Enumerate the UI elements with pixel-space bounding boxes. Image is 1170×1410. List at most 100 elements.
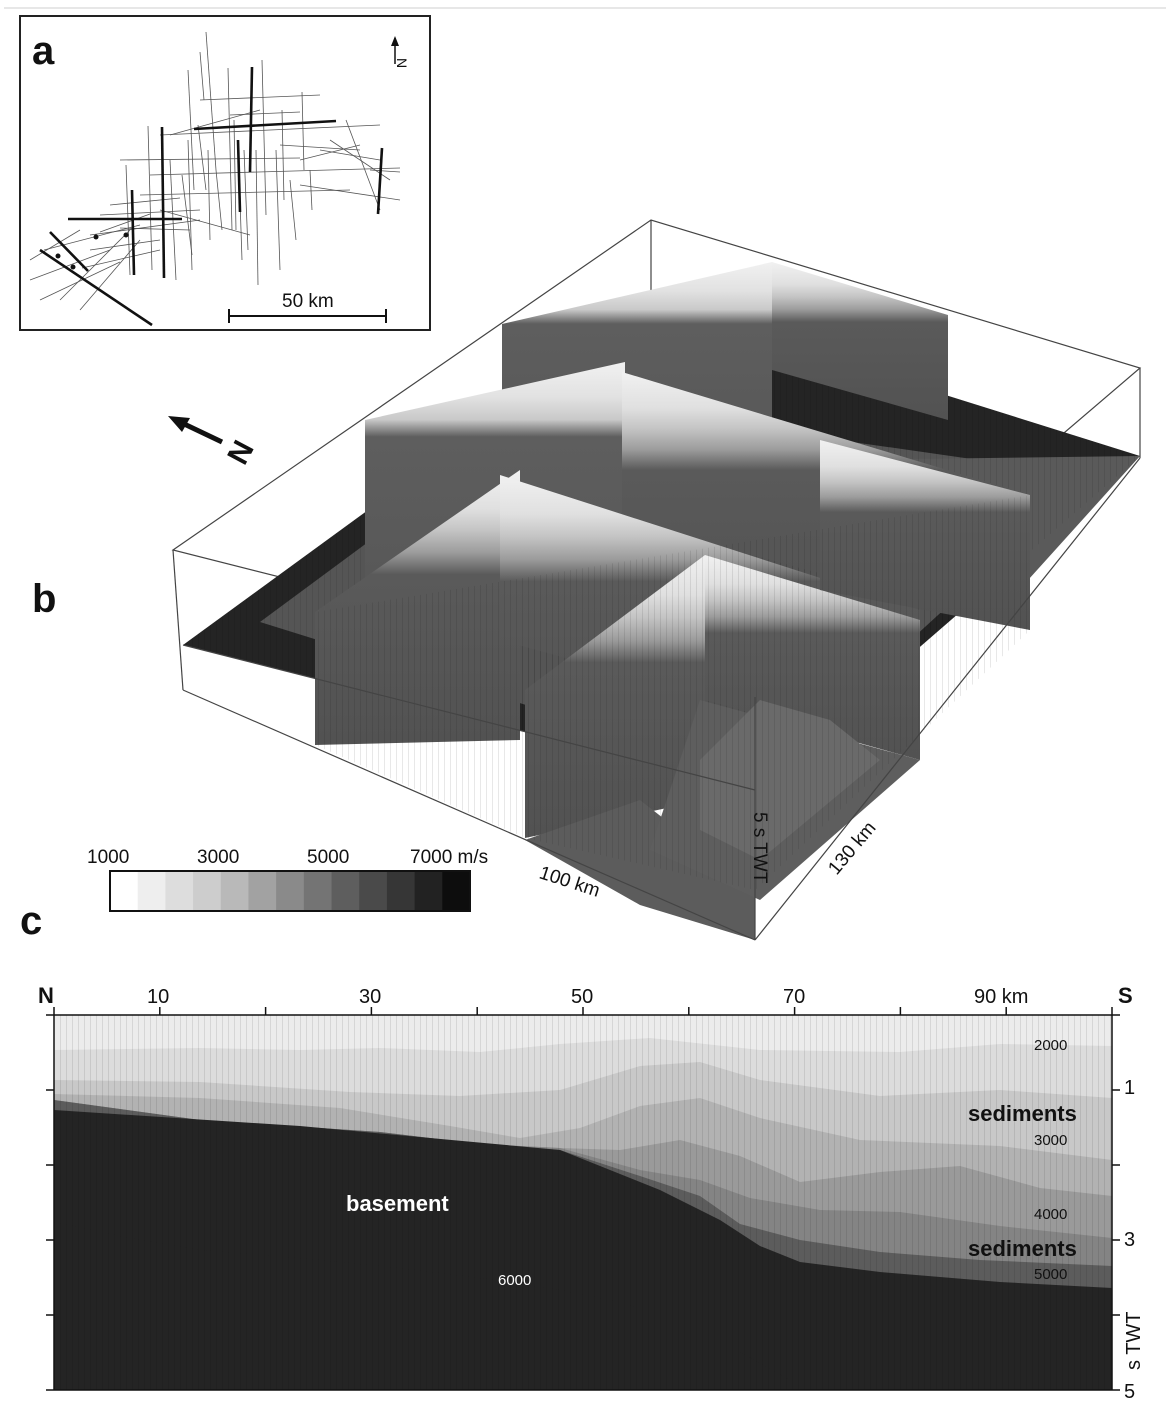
survey-line — [301, 91, 305, 171]
survey-line — [149, 167, 401, 176]
scale-bar-label: 50 km — [282, 291, 334, 312]
velocity-color-legend: 1000 3000 5000 7000 m/s — [87, 847, 488, 912]
survey-line — [309, 169, 313, 211]
survey-line — [255, 149, 259, 286]
survey-line — [229, 111, 301, 116]
x-tick-30: 30 — [359, 986, 381, 1008]
panel-c-velocity-cross-section: c N S 10 30 50 70 90 km 1 3 5 s TWT 2 — [20, 899, 1145, 1403]
survey-line — [99, 209, 201, 216]
survey-line — [199, 94, 321, 101]
panel-b-north-label: N — [221, 435, 260, 470]
legend-swatch — [331, 871, 360, 911]
survey-line — [299, 144, 361, 161]
survey-line — [159, 209, 251, 236]
seismic-survey-lines — [29, 31, 401, 327]
survey-line — [197, 124, 207, 191]
legend-swatch — [442, 871, 471, 911]
survey-line — [207, 149, 211, 241]
survey-line — [159, 124, 381, 136]
y-tick-3: 3 — [1124, 1229, 1135, 1251]
label-v4000: 4000 — [1034, 1206, 1067, 1223]
x-tick-10: 10 — [147, 986, 169, 1008]
survey-line — [181, 174, 193, 256]
survey-line — [205, 31, 217, 171]
legend-tick-3000: 3000 — [197, 847, 239, 868]
label-basement: basement — [346, 1191, 449, 1216]
survey-line — [119, 157, 301, 161]
label-sediments-lower: sediments — [968, 1236, 1077, 1261]
legend-swatch — [303, 871, 333, 911]
label-v2000: 2000 — [1034, 1037, 1067, 1054]
survey-line-highlighted — [236, 139, 242, 213]
legend-tick-5000: 5000 — [307, 847, 349, 868]
section-north-end-label: N — [38, 983, 54, 1008]
survey-line — [89, 219, 201, 236]
survey-line — [261, 59, 267, 216]
survey-point — [123, 232, 129, 238]
label-v6000: 6000 — [498, 1272, 531, 1289]
legend-swatch — [137, 871, 166, 911]
survey-line — [275, 149, 281, 271]
survey-line — [345, 119, 381, 211]
legend-swatch — [414, 871, 443, 911]
survey-point — [93, 234, 99, 240]
survey-line — [89, 239, 161, 251]
survey-line — [215, 169, 223, 231]
legend-tick-7000: 7000 m/s — [410, 847, 488, 868]
legend-swatch — [248, 871, 277, 911]
panel-a-north-label: N — [394, 58, 410, 68]
label-v5000: 5000 — [1034, 1266, 1067, 1283]
survey-point — [70, 264, 76, 270]
y-tick-5: 5 — [1124, 1381, 1135, 1403]
survey-line — [39, 261, 121, 301]
label-sediments-upper: sediments — [968, 1101, 1077, 1126]
legend-swatches — [110, 871, 471, 911]
survey-line-highlighted — [160, 126, 166, 279]
legend-tick-1000: 1000 — [87, 847, 129, 868]
y-axis-label: s TWT — [1123, 1311, 1145, 1370]
survey-line — [299, 184, 401, 201]
section-stripe-texture — [54, 1015, 1112, 1390]
survey-line — [227, 67, 233, 231]
survey-line-highlighted — [49, 231, 89, 272]
survey-line — [233, 119, 237, 231]
x-tick-90: 90 km — [974, 986, 1028, 1008]
survey-line-highlighted — [193, 119, 337, 131]
legend-swatch — [220, 871, 249, 911]
survey-line — [279, 144, 361, 151]
legend-swatch — [276, 871, 305, 911]
survey-line — [243, 149, 249, 251]
panel-b-letter: b — [32, 577, 56, 621]
survey-point — [55, 253, 61, 259]
label-v3000: 3000 — [1034, 1132, 1067, 1149]
depth-axis-label: 5 s TWT — [749, 812, 770, 884]
survey-line — [147, 125, 153, 271]
vertical-sections — [315, 262, 1030, 940]
legend-tick-labels: 1000 3000 5000 7000 m/s — [87, 847, 488, 868]
y-ticks — [46, 1014, 1120, 1391]
scale-bar — [228, 309, 387, 323]
y-tick-1: 1 — [1124, 1077, 1135, 1099]
survey-line — [289, 179, 297, 241]
survey-line — [109, 197, 181, 206]
panel-c-letter: c — [20, 899, 42, 943]
survey-line-highlighted — [376, 147, 384, 215]
survey-line — [319, 149, 381, 161]
survey-line-highlighted — [248, 66, 254, 173]
legend-frame — [109, 870, 471, 912]
survey-line — [187, 69, 195, 191]
panel-a-survey-map: a N 50 km — [19, 15, 431, 331]
survey-line — [139, 189, 351, 196]
x-tick-70: 70 — [783, 986, 805, 1008]
survey-line-highlighted — [130, 189, 136, 276]
legend-swatch — [110, 871, 139, 911]
survey-line — [79, 239, 141, 311]
survey-line — [81, 249, 161, 269]
x-tick-labels: 10 30 50 70 90 km — [147, 986, 1028, 1008]
panel-a-letter: a — [32, 29, 55, 73]
x-tick-50: 50 — [571, 986, 593, 1008]
survey-line — [29, 229, 81, 261]
legend-swatch — [359, 871, 388, 911]
legend-swatch — [193, 871, 222, 911]
